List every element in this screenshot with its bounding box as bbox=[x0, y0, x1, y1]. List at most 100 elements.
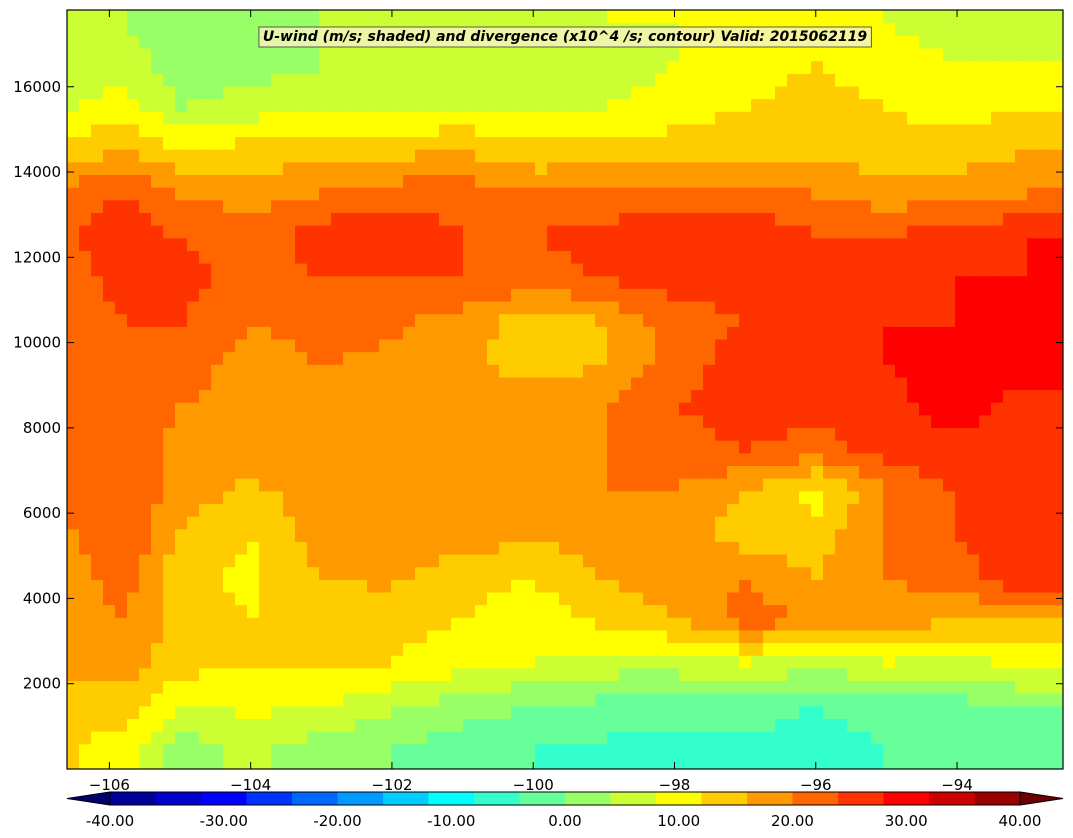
heatmap-cell bbox=[439, 629, 452, 644]
heatmap-cell bbox=[511, 237, 524, 251]
heatmap-cell bbox=[235, 22, 248, 36]
heatmap-cell bbox=[103, 199, 116, 213]
heatmap-cell bbox=[367, 402, 380, 416]
heatmap-cell bbox=[619, 705, 632, 719]
heatmap-cell bbox=[511, 553, 524, 568]
heatmap-cell bbox=[823, 275, 836, 289]
heatmap-cell bbox=[739, 414, 752, 429]
heatmap-cell bbox=[271, 452, 284, 466]
heatmap-cell bbox=[919, 490, 932, 504]
heatmap-cell bbox=[907, 604, 920, 618]
heatmap-cell bbox=[91, 553, 104, 568]
heatmap-cell bbox=[199, 98, 212, 112]
heatmap-cell bbox=[415, 743, 428, 757]
heatmap-cell bbox=[475, 490, 488, 504]
heatmap-cell bbox=[391, 263, 404, 277]
heatmap-cell bbox=[571, 212, 584, 226]
heatmap-cell bbox=[1051, 149, 1063, 163]
heatmap-cell bbox=[859, 225, 872, 239]
heatmap-cell bbox=[715, 47, 728, 62]
heatmap-cell bbox=[475, 73, 488, 87]
heatmap-cell bbox=[931, 718, 944, 732]
heatmap-cell bbox=[763, 123, 776, 138]
heatmap-cell bbox=[967, 199, 980, 213]
heatmap-cell bbox=[763, 490, 776, 504]
heatmap-cell bbox=[1051, 237, 1063, 251]
heatmap-cell bbox=[679, 174, 692, 188]
heatmap-cell bbox=[355, 604, 368, 618]
heatmap-cell bbox=[835, 136, 848, 150]
heatmap-cell bbox=[607, 85, 620, 100]
heatmap-cell bbox=[607, 718, 620, 732]
heatmap-cell bbox=[607, 655, 620, 669]
heatmap-cell bbox=[67, 338, 80, 353]
heatmap-cell bbox=[139, 85, 152, 100]
heatmap-cell bbox=[955, 35, 968, 49]
heatmap-cell bbox=[667, 756, 680, 769]
heatmap-cell bbox=[655, 478, 668, 492]
heatmap-cell bbox=[1003, 263, 1016, 277]
heatmap-cell bbox=[763, 718, 776, 732]
heatmap-cell bbox=[1015, 655, 1028, 669]
heatmap-cell bbox=[367, 389, 380, 403]
heatmap-cell bbox=[751, 440, 764, 454]
heatmap-cell bbox=[811, 250, 824, 264]
heatmap-cell bbox=[547, 503, 560, 517]
heatmap-cell bbox=[643, 288, 656, 302]
heatmap-cell bbox=[811, 263, 824, 277]
heatmap-cell bbox=[703, 731, 716, 745]
heatmap-cell bbox=[871, 73, 884, 87]
heatmap-cell bbox=[811, 604, 824, 618]
heatmap-cell bbox=[943, 98, 956, 112]
heatmap-cell bbox=[211, 22, 224, 36]
heatmap-cell bbox=[319, 528, 332, 542]
heatmap-cell bbox=[979, 756, 992, 769]
heatmap-cell bbox=[115, 440, 128, 454]
heatmap-cell bbox=[271, 225, 284, 239]
heatmap-cell bbox=[139, 693, 152, 707]
heatmap-cell bbox=[571, 136, 584, 150]
heatmap-cell bbox=[967, 402, 980, 416]
heatmap-cell bbox=[979, 478, 992, 492]
heatmap-cell bbox=[667, 263, 680, 277]
heatmap-cell bbox=[367, 174, 380, 188]
heatmap-cell bbox=[559, 591, 572, 606]
heatmap-cell bbox=[751, 503, 764, 517]
heatmap-cell bbox=[295, 516, 308, 530]
heatmap-cell bbox=[91, 465, 104, 479]
heatmap-cell bbox=[631, 718, 644, 732]
heatmap-cell bbox=[895, 528, 908, 542]
heatmap-cell bbox=[979, 579, 992, 593]
heatmap-cell bbox=[823, 338, 836, 353]
heatmap-cell bbox=[211, 591, 224, 606]
heatmap-cell bbox=[235, 389, 248, 403]
heatmap-cell bbox=[871, 440, 884, 454]
heatmap-cell bbox=[1027, 490, 1040, 504]
heatmap-cell bbox=[547, 351, 560, 365]
heatmap-cell bbox=[883, 149, 896, 163]
heatmap-cell bbox=[571, 478, 584, 492]
heatmap-cell bbox=[931, 237, 944, 251]
heatmap-cell bbox=[499, 300, 512, 315]
heatmap-cell bbox=[151, 680, 164, 694]
heatmap-cell bbox=[823, 263, 836, 277]
heatmap-cell bbox=[607, 452, 620, 466]
heatmap-cell bbox=[871, 718, 884, 732]
heatmap-cell bbox=[391, 629, 404, 644]
heatmap-cell bbox=[787, 705, 800, 719]
heatmap-cell bbox=[115, 212, 128, 226]
heatmap-cell bbox=[859, 503, 872, 517]
heatmap-cell bbox=[391, 389, 404, 403]
heatmap-cell bbox=[775, 161, 788, 176]
heatmap-cell bbox=[367, 541, 380, 555]
heatmap-cell bbox=[79, 490, 92, 504]
heatmap-cell bbox=[715, 338, 728, 353]
heatmap-cell bbox=[283, 263, 296, 277]
heatmap-cell bbox=[715, 288, 728, 302]
heatmap-cell bbox=[379, 136, 392, 150]
heatmap-cell bbox=[763, 528, 776, 542]
heatmap-cell bbox=[379, 237, 392, 251]
heatmap-cell bbox=[691, 288, 704, 302]
heatmap-cell bbox=[163, 275, 176, 289]
